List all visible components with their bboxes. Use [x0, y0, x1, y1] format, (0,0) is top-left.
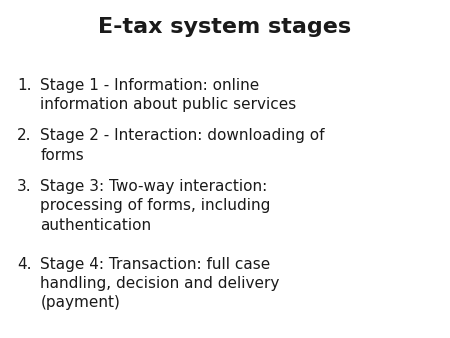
Text: 4.: 4. [17, 257, 32, 272]
Text: 2.: 2. [17, 128, 32, 143]
Text: Stage 3: Two-way interaction:
processing of forms, including
authentication: Stage 3: Two-way interaction: processing… [40, 179, 271, 233]
Text: Stage 4: Transaction: full case
handling, decision and delivery
(payment): Stage 4: Transaction: full case handling… [40, 257, 280, 310]
Text: 3.: 3. [17, 179, 32, 194]
Text: Stage 2 - Interaction: downloading of
forms: Stage 2 - Interaction: downloading of fo… [40, 128, 325, 163]
Text: E-tax system stages: E-tax system stages [99, 17, 351, 37]
Text: 1.: 1. [17, 78, 32, 93]
Text: Stage 1 - Information: online
information about public services: Stage 1 - Information: online informatio… [40, 78, 297, 112]
